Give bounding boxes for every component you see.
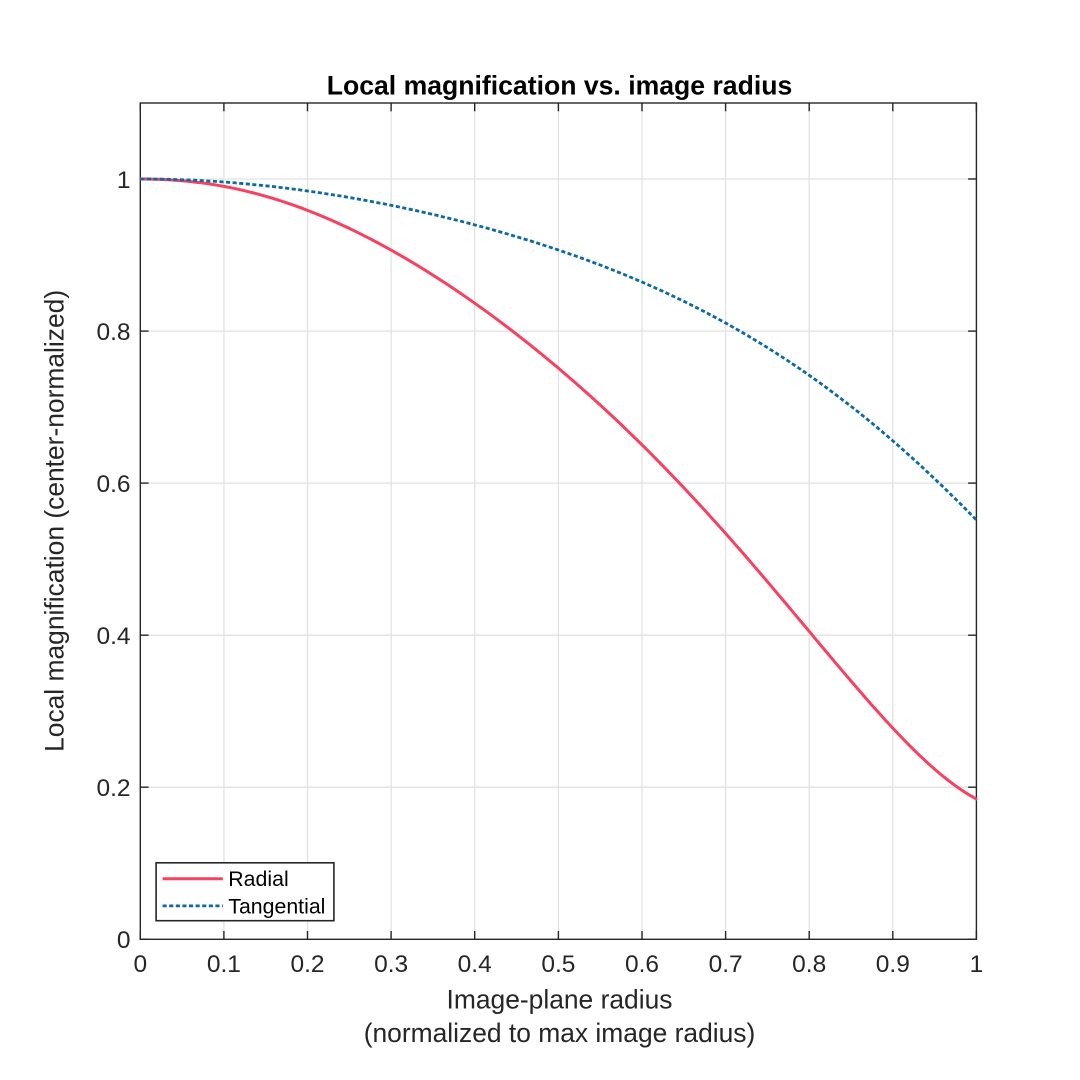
svg-text:0.8: 0.8 [792, 951, 826, 978]
svg-text:0.3: 0.3 [374, 951, 408, 978]
svg-text:0.2: 0.2 [290, 951, 324, 978]
svg-text:0.6: 0.6 [96, 471, 130, 498]
svg-text:Image-plane radius: Image-plane radius [447, 985, 673, 1015]
svg-text:0.6: 0.6 [625, 951, 659, 978]
svg-text:0.1: 0.1 [207, 951, 241, 978]
svg-text:0: 0 [117, 927, 131, 954]
svg-text:1: 1 [117, 167, 131, 194]
svg-text:Local magnification (center-no: Local magnification (center-normalized) [40, 290, 70, 752]
svg-text:0.2: 0.2 [96, 775, 130, 802]
svg-text:0.7: 0.7 [709, 951, 743, 978]
svg-text:0.5: 0.5 [541, 951, 575, 978]
svg-text:0.4: 0.4 [96, 623, 130, 650]
svg-text:0: 0 [133, 951, 147, 978]
svg-text:0.4: 0.4 [458, 951, 492, 978]
svg-text:Radial: Radial [228, 867, 288, 891]
svg-text:Local magnification vs. image: Local magnification vs. image radius [327, 70, 793, 100]
svg-text:1: 1 [970, 951, 984, 978]
svg-text:0.9: 0.9 [876, 951, 910, 978]
svg-text:Tangential: Tangential [228, 894, 325, 918]
svg-text:(normalized to max image radiu: (normalized to max image radius) [364, 1018, 756, 1048]
svg-text:0.8: 0.8 [96, 319, 130, 346]
